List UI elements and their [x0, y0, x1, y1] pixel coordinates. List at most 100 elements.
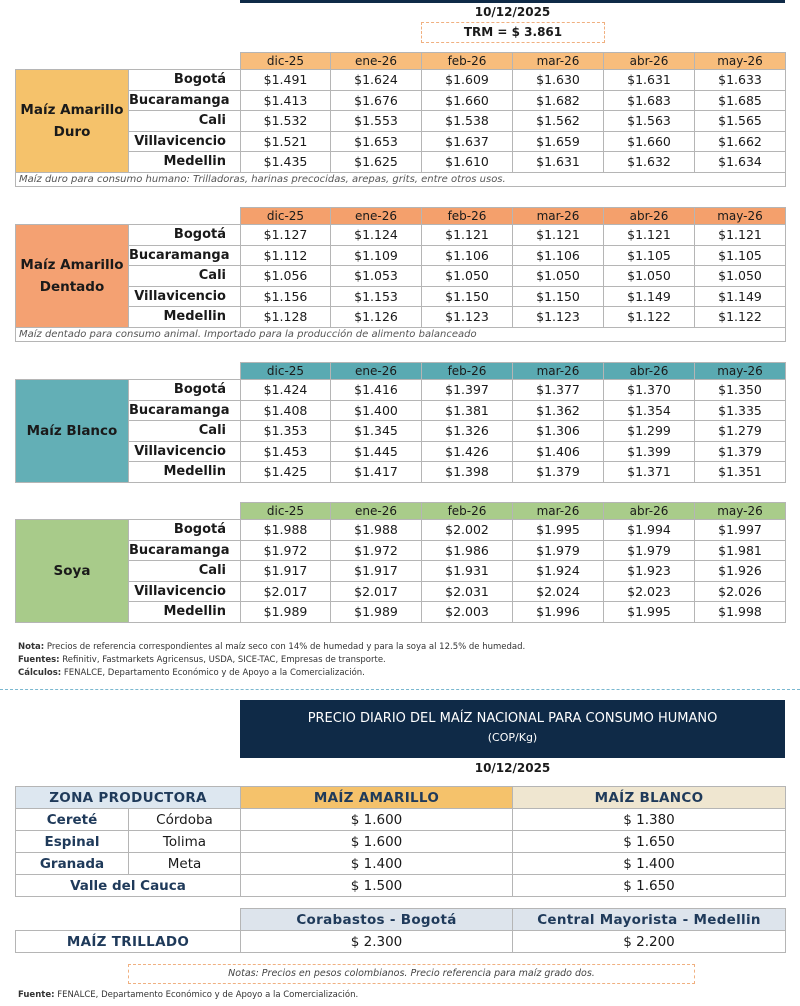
price: $1.917 [240, 560, 331, 582]
price: $1.156 [240, 285, 331, 307]
city: Bucaramanga [128, 539, 241, 561]
city: Medellin [128, 601, 241, 623]
blank [16, 53, 241, 70]
price: $ 1.650 [512, 830, 786, 853]
price: $1.124 [330, 224, 422, 246]
department: Tolima [128, 830, 241, 853]
price: $1.149 [603, 285, 695, 307]
price: $2.017 [330, 580, 422, 602]
price: $1.056 [240, 265, 331, 287]
city: Villavicencio [128, 130, 241, 152]
price: $1.335 [694, 399, 786, 421]
price: $1.424 [240, 379, 331, 401]
price: $1.631 [603, 69, 695, 91]
price: $1.353 [240, 420, 331, 442]
price: $1.989 [330, 601, 422, 623]
price-row: Medellin $1.435 $1.625 $1.610 $1.631 $1.632 $1… [16, 151, 786, 173]
product-label: Soya [15, 519, 129, 623]
price: $1.682 [512, 89, 604, 111]
month-header: mar-26 [512, 502, 604, 520]
price: $1.150 [421, 285, 513, 307]
city: Villavicencio [128, 580, 241, 602]
blank [16, 363, 241, 380]
price: $1.972 [240, 539, 331, 561]
month-header: dic-25 [240, 502, 331, 520]
price: $1.662 [694, 130, 786, 152]
price: $1.106 [512, 244, 604, 266]
price: $2.024 [512, 580, 604, 602]
source-label: Fuente: [18, 990, 55, 1000]
header-row: dic-25 ene-26 feb-26 mar-26 abr-26 may-26 [16, 207, 786, 225]
price: $2.031 [421, 580, 513, 602]
city: Cali [128, 265, 241, 287]
price: $ 1.380 [512, 808, 786, 831]
price: $1.126 [330, 306, 422, 328]
footnote-text: FENALCE, Departamento Económico y de Apo… [63, 668, 365, 678]
price: $1.632 [603, 151, 695, 173]
trillado-label: MAÍZ TRILLADO [15, 930, 241, 953]
zone-row: Granada Meta $ 1.400 $ 1.400 [15, 852, 786, 875]
price-row: Maíz Amarillo Dentado Bogotá $1.127 $1.124 $… [15, 224, 786, 328]
price: $1.995 [603, 601, 695, 623]
price: $1.299 [603, 420, 695, 442]
column-header: MAÍZ BLANCO [512, 786, 786, 809]
city: Bucaramanga [128, 89, 241, 111]
price: $1.377 [512, 379, 604, 401]
price: $1.050 [512, 265, 604, 287]
price: $1.981 [694, 539, 786, 561]
month-header: feb-26 [421, 362, 513, 380]
price: $1.149 [694, 285, 786, 307]
banner: PRECIO DIARIO DEL MAÍZ NACIONAL PARA CON… [240, 700, 785, 758]
price: $1.381 [421, 399, 513, 421]
price-row: Bucaramanga $1.408 $1.400 $1.381 $1.362 $1.35… [16, 399, 786, 421]
footnote: Cálculos: FENALCE, Departamento Económic… [18, 668, 365, 678]
notes-box: Notas: Precios en pesos colombianos. Pre… [128, 964, 695, 984]
month-header: feb-26 [421, 502, 513, 520]
price: $1.924 [512, 560, 604, 582]
price: $1.398 [421, 461, 513, 483]
price: $1.998 [694, 601, 786, 623]
price: $2.003 [421, 601, 513, 623]
month-header: abr-26 [603, 502, 695, 520]
price: $1.105 [694, 244, 786, 266]
price: $ 1.400 [240, 852, 513, 875]
price-table: dic-25 ene-26 feb-26 mar-26 abr-26 may-26 Maíz… [15, 207, 786, 342]
price: $1.995 [512, 519, 604, 541]
market-header: Central Mayorista - Medellin [512, 908, 786, 931]
price: $1.326 [421, 420, 513, 442]
price: $1.986 [421, 539, 513, 561]
price-row: Villavicencio $1.521 $1.653 $1.637 $1.659 $1.… [16, 130, 786, 152]
price: $1.351 [694, 461, 786, 483]
month-header: mar-26 [512, 207, 604, 225]
city: Cali [128, 560, 241, 582]
price: $1.659 [512, 130, 604, 152]
product-label: Maíz Blanco [15, 379, 129, 483]
price: $1.399 [603, 440, 695, 462]
trm: TRM = $ 3.861 [421, 22, 605, 43]
column-header: ZONA PRODUCTORA [15, 786, 241, 809]
price-row: Maíz Blanco Bogotá $1.424 $1.416 $1.397 $1.37… [15, 379, 786, 483]
price: $1.491 [240, 69, 331, 91]
price-row: Cali $1.353 $1.345 $1.326 $1.306 $1.299 $1.279 [16, 420, 786, 442]
price: $1.996 [512, 601, 604, 623]
department: Córdoba [128, 808, 241, 831]
price: $1.050 [694, 265, 786, 287]
month-header: ene-26 [330, 362, 422, 380]
zone-row: Espinal Tolima $ 1.600 $ 1.650 [15, 830, 786, 853]
price: $1.445 [330, 440, 422, 462]
table-note: Maíz duro para consumo humano: Trillador… [15, 171, 786, 187]
price: $1.406 [512, 440, 604, 462]
price: $1.997 [694, 519, 786, 541]
month-header: dic-25 [240, 362, 331, 380]
price-row: Villavicencio $1.156 $1.153 $1.150 $1.150 $1.… [16, 285, 786, 307]
daily-table: ZONA PRODUCTORA MAÍZ AMARILLO MAÍZ BLANCO C… [15, 786, 786, 897]
price: $ 1.650 [512, 874, 786, 897]
price: $1.345 [330, 420, 422, 442]
column-header: MAÍZ AMARILLO [240, 786, 513, 809]
price: $2.026 [694, 580, 786, 602]
price-table: dic-25 ene-26 feb-26 mar-26 abr-26 may-26 Maíz… [15, 52, 786, 187]
month-header: abr-26 [603, 362, 695, 380]
price: $1.400 [330, 399, 422, 421]
price: $ 1.500 [240, 874, 513, 897]
price: $1.105 [603, 244, 695, 266]
